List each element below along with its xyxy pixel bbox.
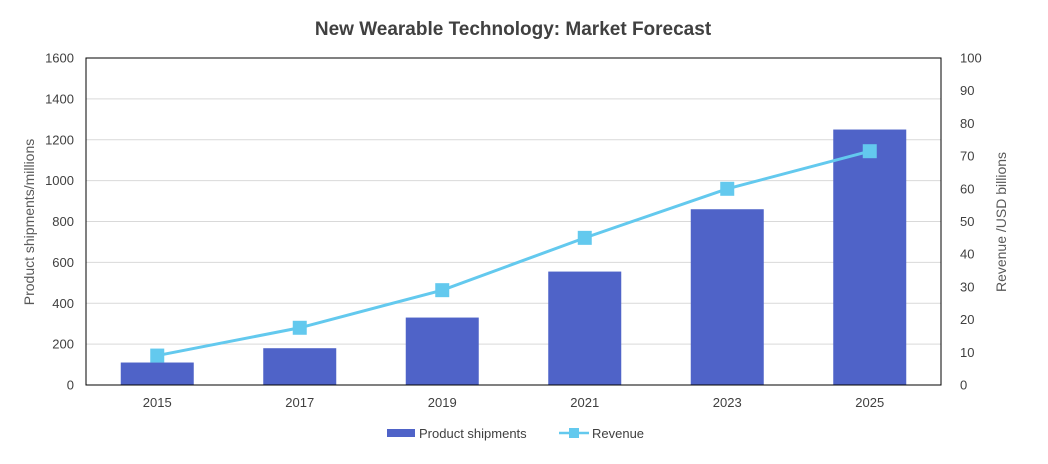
legend-line-marker xyxy=(569,428,579,438)
revenue-point xyxy=(435,283,450,298)
left-tick-label: 0 xyxy=(67,378,74,393)
right-tick-label: 80 xyxy=(960,116,974,131)
bar xyxy=(833,129,907,385)
bar xyxy=(690,209,764,385)
bar xyxy=(405,317,479,385)
legend-bar-label: Product shipments xyxy=(419,426,527,441)
right-axis-ticks: 0 10 20 30 40 50 60 70 80 90 100 xyxy=(960,51,982,393)
revenue-point xyxy=(577,230,592,245)
x-tick-label: 2021 xyxy=(570,395,599,410)
left-tick-label: 800 xyxy=(52,214,74,229)
right-tick-label: 90 xyxy=(960,83,974,98)
plot-frame xyxy=(85,57,942,386)
right-tick-label: 60 xyxy=(960,181,974,196)
bar xyxy=(263,348,337,385)
x-tick-label: 2019 xyxy=(428,395,457,410)
left-tick-label: 200 xyxy=(52,337,74,352)
left-tick-label: 1400 xyxy=(45,91,74,106)
revenue-point xyxy=(862,144,877,159)
left-axis-title: Product shipments/millions xyxy=(21,139,37,306)
right-tick-label: 30 xyxy=(960,279,974,294)
bar-series xyxy=(120,129,907,385)
left-tick-label: 1600 xyxy=(45,51,74,66)
revenue-point xyxy=(292,320,307,335)
right-tick-label: 50 xyxy=(960,214,974,229)
x-tick-label: 2025 xyxy=(855,395,884,410)
right-tick-label: 100 xyxy=(960,51,982,66)
x-tick-label: 2015 xyxy=(143,395,172,410)
left-axis-ticks: 0 200 400 600 800 1000 1200 1400 1600 xyxy=(45,51,74,393)
bar xyxy=(548,271,622,385)
left-tick-label: 600 xyxy=(52,255,74,270)
revenue-line xyxy=(156,149,871,358)
chart-title: New Wearable Technology: Market Forecast xyxy=(315,19,712,40)
right-tick-label: 70 xyxy=(960,149,974,164)
right-tick-label: 0 xyxy=(960,378,967,393)
right-tick-label: 20 xyxy=(960,312,974,327)
right-tick-label: 10 xyxy=(960,345,974,360)
bar xyxy=(120,362,194,385)
left-tick-label: 1000 xyxy=(45,173,74,188)
right-tick-label: 40 xyxy=(960,247,974,262)
legend-bar-swatch xyxy=(387,429,415,437)
x-axis-ticks: 2015 2017 2019 2021 2023 2025 xyxy=(143,395,884,410)
x-tick-label: 2017 xyxy=(285,395,314,410)
left-tick-label: 1200 xyxy=(45,132,74,147)
x-tick-label: 2023 xyxy=(713,395,742,410)
line-series xyxy=(150,144,877,363)
revenue-point xyxy=(720,181,735,196)
gridlines xyxy=(86,98,941,345)
legend-line-label: Revenue xyxy=(592,426,644,441)
right-axis-title: Revenue /USD billions xyxy=(993,152,1009,292)
revenue-point xyxy=(150,348,165,363)
left-tick-label: 400 xyxy=(52,296,74,311)
legend: Product shipments Revenue xyxy=(387,426,644,441)
